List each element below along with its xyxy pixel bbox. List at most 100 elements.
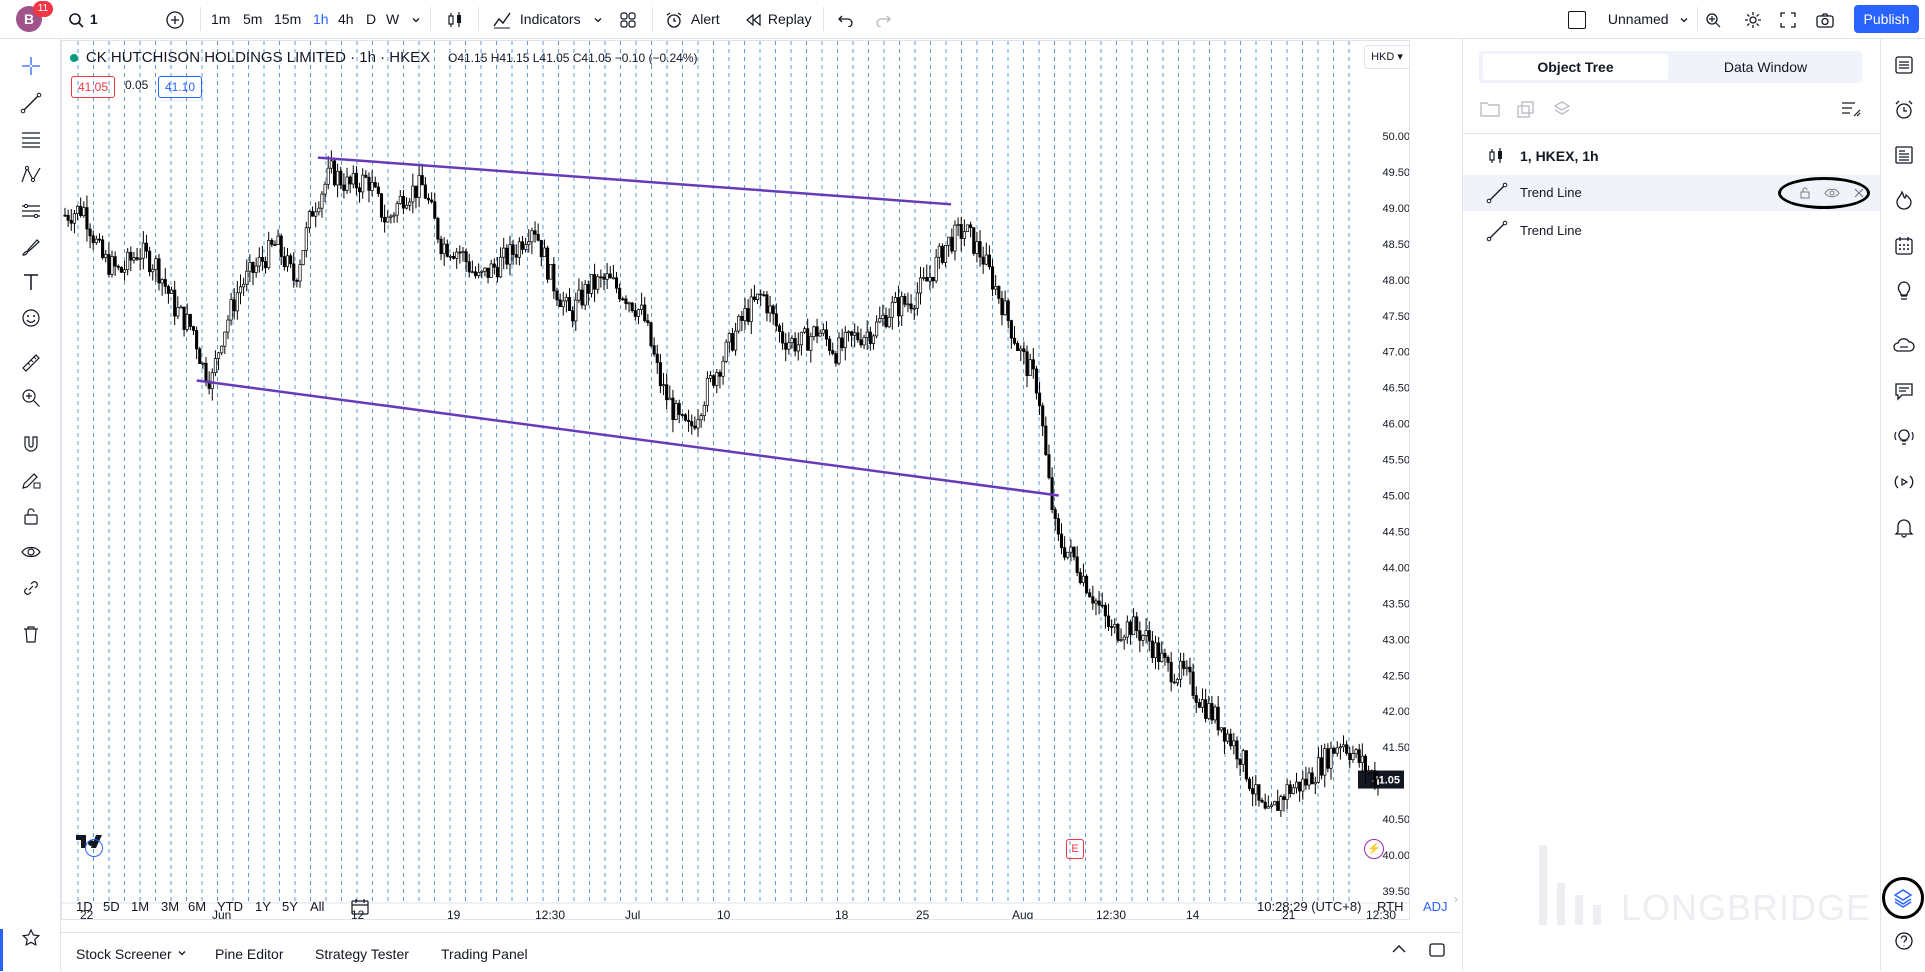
watchlist-button[interactable] bbox=[1890, 51, 1918, 79]
remove-drawings-tool[interactable] bbox=[17, 620, 45, 648]
hide-drawings-tool[interactable] bbox=[17, 538, 45, 566]
sell-price-box[interactable]: 41.05 bbox=[71, 76, 116, 98]
notifications-button[interactable] bbox=[1890, 513, 1918, 541]
reorder-button[interactable] bbox=[1552, 100, 1572, 123]
range-ytd[interactable]: YTD bbox=[217, 899, 243, 914]
indicators-button[interactable]: Indicators bbox=[492, 7, 581, 31]
icon-tool[interactable] bbox=[17, 304, 45, 332]
currency-selector[interactable]: HKD ▾ bbox=[1364, 45, 1409, 69]
lock-drawings-tool[interactable] bbox=[17, 502, 45, 530]
tree-item-trend-line-1[interactable]: Trend Line bbox=[1463, 175, 1880, 211]
stay-in-drawing-tool[interactable] bbox=[17, 466, 45, 494]
trend-line-drawing[interactable] bbox=[196, 379, 1059, 497]
interval-4h[interactable]: 4h bbox=[338, 7, 354, 31]
snapshot-button[interactable] bbox=[1815, 7, 1835, 31]
maximize-panel-button[interactable] bbox=[1428, 942, 1446, 963]
tab-trading-panel[interactable]: Trading Panel bbox=[441, 946, 528, 962]
candle-body bbox=[191, 326, 196, 331]
symbol-search-button[interactable]: 1 bbox=[68, 7, 98, 31]
interval-d[interactable]: D bbox=[366, 7, 376, 31]
community-button[interactable] bbox=[1890, 332, 1918, 360]
streams-button[interactable] bbox=[1890, 468, 1918, 496]
interval-1h[interactable]: 1h bbox=[313, 7, 329, 31]
indicators-dropdown[interactable] bbox=[592, 7, 604, 31]
favorites-tool[interactable] bbox=[17, 924, 45, 952]
goto-date-button[interactable] bbox=[350, 898, 370, 921]
tab-pine-editor[interactable]: Pine Editor bbox=[215, 946, 283, 962]
adjust-toggle[interactable]: ADJ bbox=[1423, 899, 1448, 914]
fib-tool[interactable] bbox=[17, 125, 45, 153]
settings-button[interactable] bbox=[1743, 7, 1763, 31]
close-icon[interactable] bbox=[1853, 187, 1865, 199]
range-3m[interactable]: 3M bbox=[161, 899, 180, 914]
legend-symbol[interactable] bbox=[70, 54, 78, 62]
eye-icon[interactable] bbox=[1824, 186, 1840, 200]
collapse-panel-button[interactable] bbox=[1390, 942, 1408, 961]
alerts-button[interactable] bbox=[1890, 96, 1918, 124]
tips-button[interactable] bbox=[1890, 423, 1918, 451]
create-group-button[interactable] bbox=[1479, 100, 1501, 123]
prediction-tool[interactable] bbox=[17, 197, 45, 225]
range-1y[interactable]: 1Y bbox=[255, 899, 271, 914]
calendar-button[interactable] bbox=[1890, 232, 1918, 260]
layout-button[interactable]: Unnamed bbox=[1568, 7, 1690, 31]
hotlist-button[interactable] bbox=[1890, 186, 1918, 214]
chats-button[interactable] bbox=[1890, 377, 1918, 405]
text-tool[interactable] bbox=[17, 268, 45, 296]
clock-display[interactable]: 10:28:29 (UTC+8) bbox=[1257, 899, 1362, 914]
zoom-tool[interactable] bbox=[17, 384, 45, 412]
help-button[interactable] bbox=[1890, 927, 1918, 955]
redo-button[interactable] bbox=[874, 7, 892, 31]
tab-stock-screener[interactable]: Stock Screener bbox=[76, 946, 188, 962]
interval-15m[interactable]: 15m bbox=[274, 7, 301, 31]
buy-price-box[interactable]: 41.10 bbox=[158, 76, 203, 98]
magnet-tool[interactable] bbox=[17, 430, 45, 458]
tree-item-series[interactable]: 1, HKEX, 1h bbox=[1463, 138, 1880, 174]
range-5y[interactable]: 5Y bbox=[282, 899, 298, 914]
fullscreen-button[interactable] bbox=[1779, 7, 1797, 31]
chart-pane[interactable]: 50.00 49.50 49.00 48.50 48.00 47.50 47.00 46.50… bbox=[61, 40, 1410, 920]
symbol-title[interactable]: CK HUTCHISON HOLDINGS LIMITED · 1h · HKE… bbox=[85, 49, 431, 66]
panel-collapse-handle[interactable]: › bbox=[1454, 892, 1458, 906]
tab-data-window[interactable]: Data Window bbox=[1673, 54, 1858, 80]
interval-w[interactable]: W bbox=[386, 7, 399, 31]
ideas-button[interactable] bbox=[1890, 277, 1918, 305]
range-5d[interactable]: 5D bbox=[103, 899, 120, 914]
dividend-marker[interactable]: ⚡ bbox=[1364, 839, 1384, 859]
interval-5m[interactable]: 5m bbox=[243, 7, 262, 31]
publish-button[interactable]: Publish bbox=[1854, 5, 1919, 33]
tab-strategy-tester[interactable]: Strategy Tester bbox=[315, 946, 409, 962]
time-marker[interactable] bbox=[85, 839, 103, 857]
session-toggle[interactable]: RTH bbox=[1377, 899, 1404, 914]
earnings-marker[interactable]: E bbox=[1066, 839, 1084, 859]
undo-button[interactable] bbox=[837, 7, 855, 31]
range-all[interactable]: All bbox=[310, 899, 325, 914]
interval-dropdown[interactable] bbox=[410, 7, 422, 31]
interval-1m[interactable]: 1m bbox=[211, 7, 230, 31]
crosshair-tool[interactable] bbox=[17, 52, 45, 80]
price-chart[interactable]: 50.00 49.50 49.00 48.50 48.00 47.50 47.00 46.50… bbox=[62, 41, 1410, 920]
pattern-tool[interactable] bbox=[17, 161, 45, 189]
lock-icon[interactable] bbox=[1798, 186, 1812, 200]
brush-tool[interactable] bbox=[17, 233, 45, 261]
quick-search-button[interactable] bbox=[1703, 7, 1723, 31]
tab-object-tree[interactable]: Object Tree bbox=[1483, 54, 1668, 80]
candle-body bbox=[386, 216, 390, 223]
object-tree-button[interactable] bbox=[1882, 877, 1924, 919]
trend-line-tool[interactable] bbox=[17, 89, 45, 117]
tree-item-trend-line-2[interactable]: Trend Line bbox=[1463, 213, 1880, 249]
compare-button[interactable] bbox=[165, 7, 185, 31]
data-button[interactable] bbox=[1890, 141, 1918, 169]
range-1m[interactable]: 1M bbox=[131, 899, 150, 914]
replay-button[interactable]: Replay bbox=[745, 7, 811, 31]
clone-button[interactable] bbox=[1516, 100, 1536, 123]
chart-type-button[interactable] bbox=[446, 7, 464, 31]
manage-drawings-button[interactable] bbox=[1840, 100, 1862, 123]
link-tool[interactable] bbox=[17, 574, 45, 602]
templates-button[interactable] bbox=[619, 7, 637, 31]
alert-button[interactable]: Alert bbox=[664, 7, 720, 31]
measure-tool[interactable] bbox=[17, 349, 45, 377]
trend-line-drawing[interactable] bbox=[317, 156, 952, 206]
range-6m[interactable]: 6M bbox=[188, 899, 207, 914]
range-1d[interactable]: 1D bbox=[76, 899, 93, 914]
